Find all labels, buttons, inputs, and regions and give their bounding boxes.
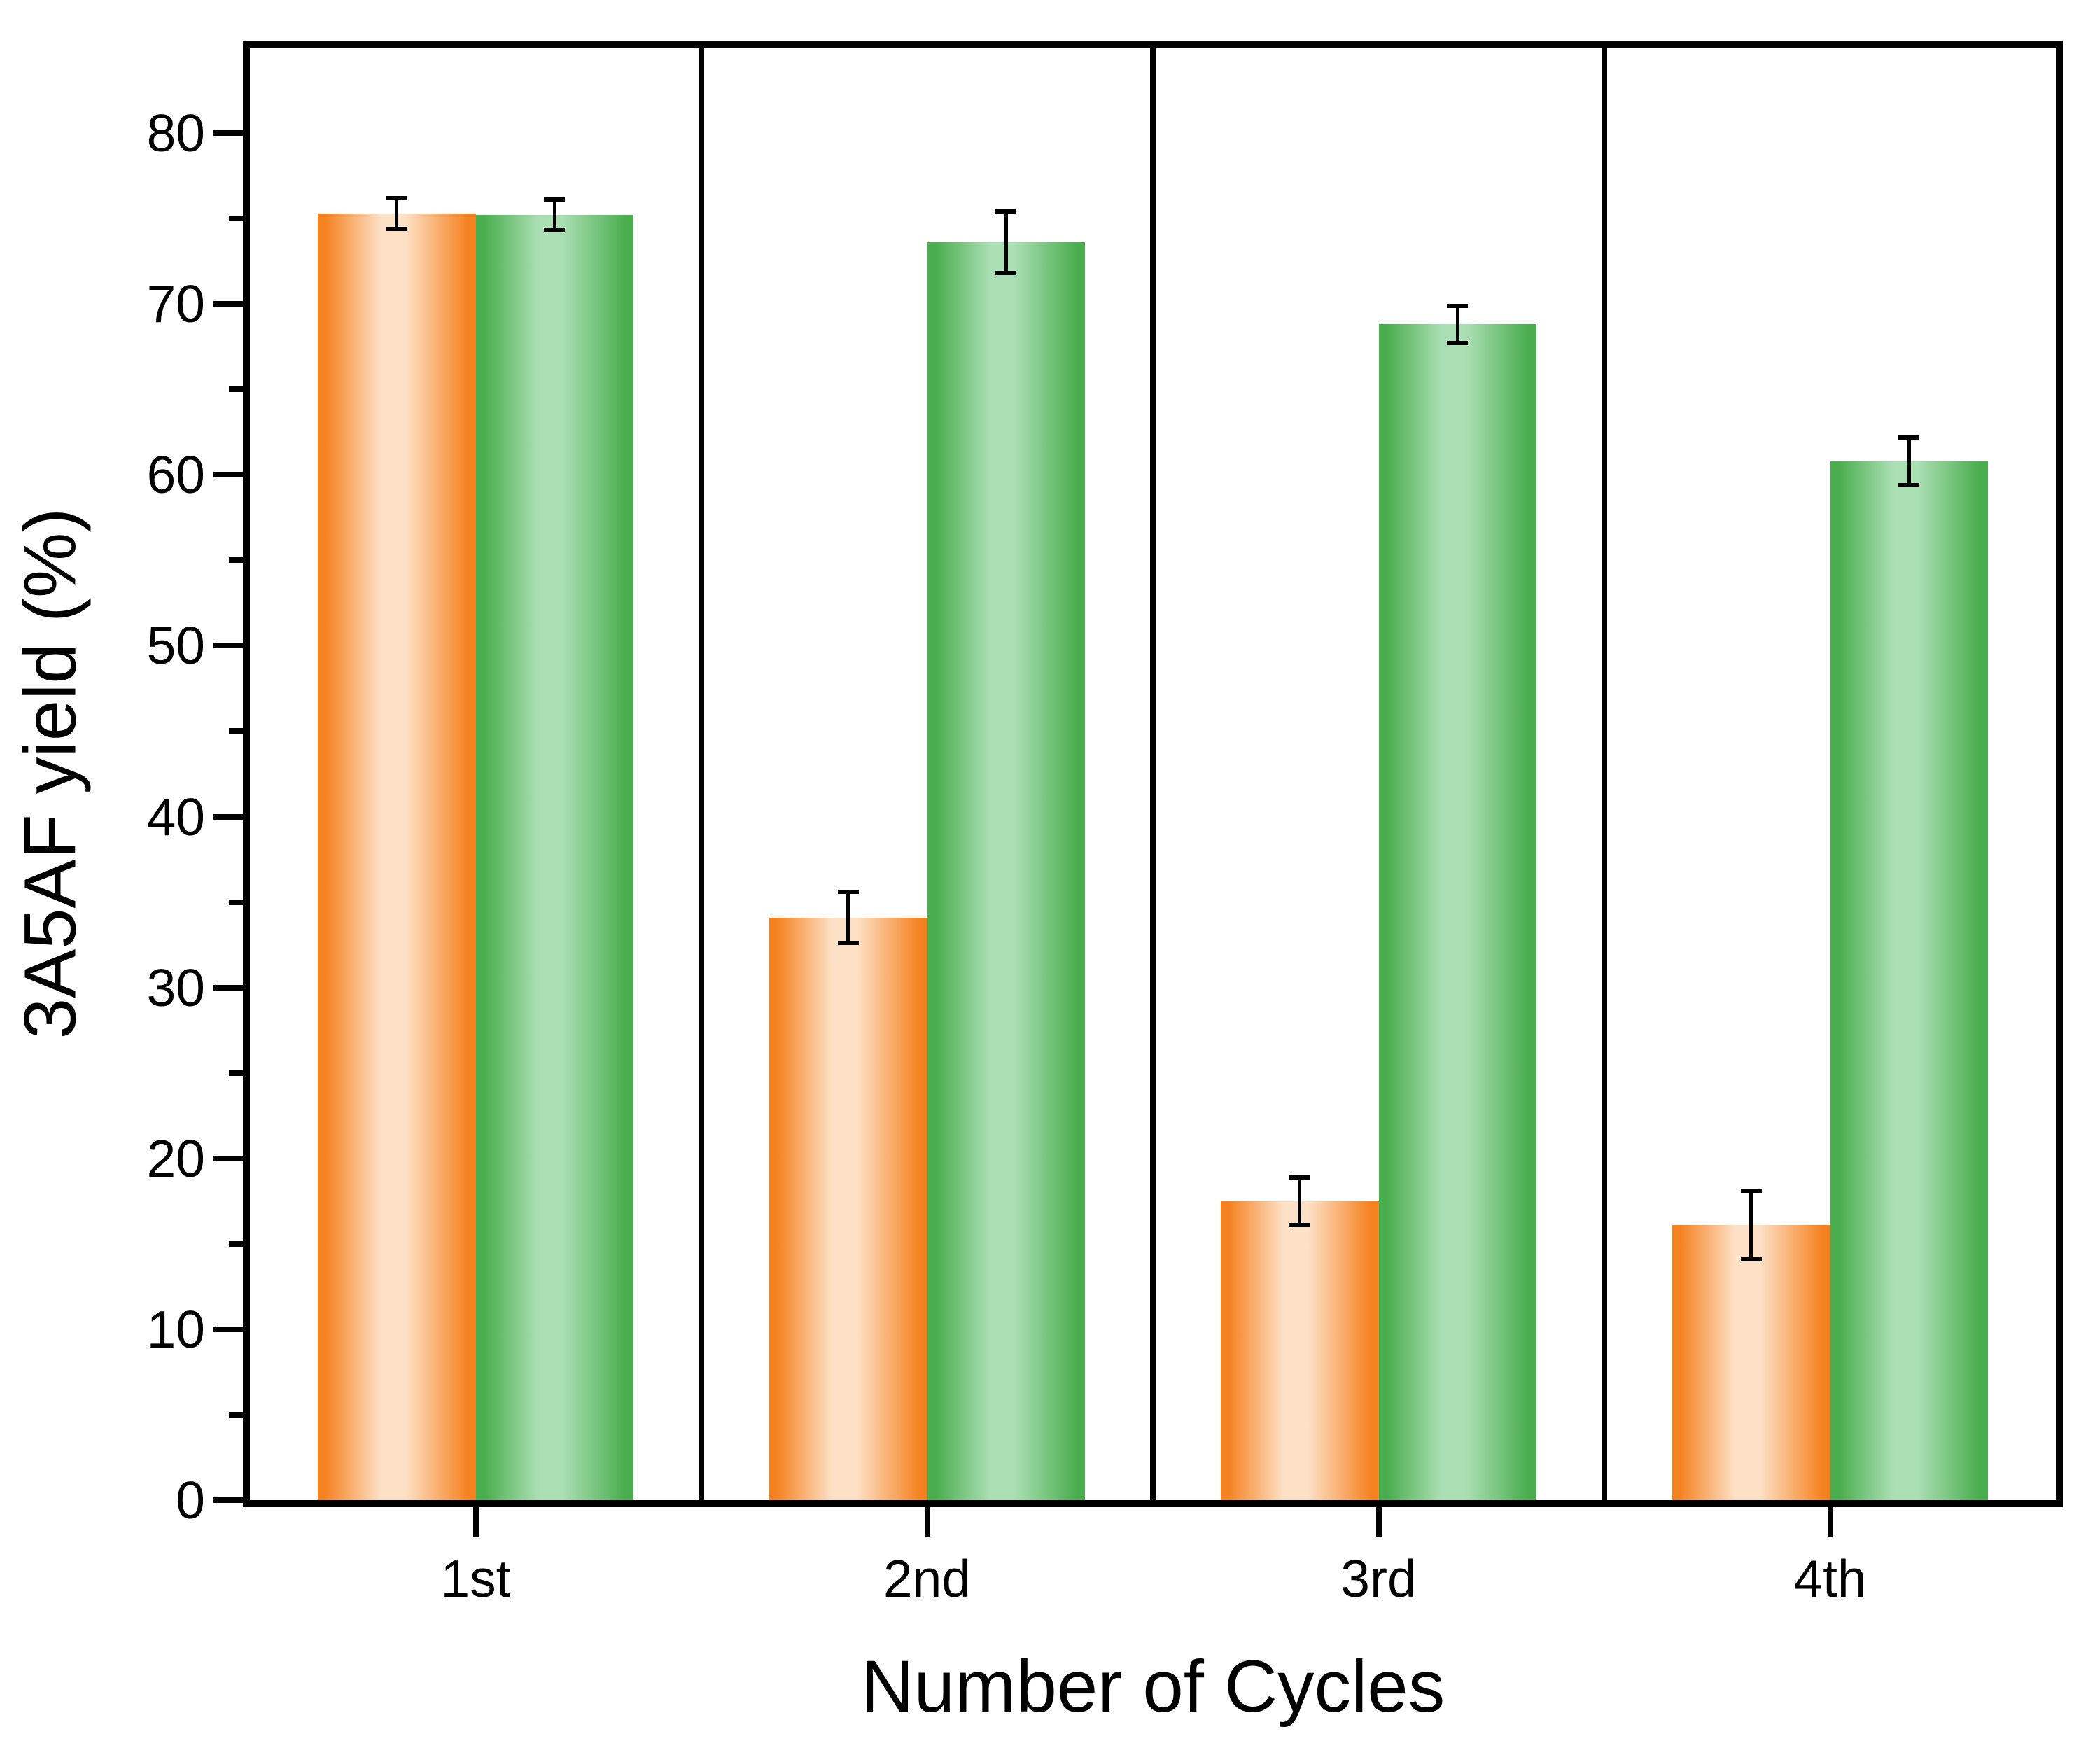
error-bar-top-cap-orange-series-4th bbox=[1740, 1189, 1762, 1194]
error-bar-line-orange-series-4th bbox=[1749, 1191, 1754, 1259]
error-bar-line-green-series-1st bbox=[552, 200, 556, 231]
y-tick-label-80: 80 bbox=[146, 104, 205, 163]
y-tick-label-20: 20 bbox=[146, 1128, 205, 1188]
y-tick-label-70: 70 bbox=[146, 274, 205, 334]
error-bar-bottom-cap-orange-series-1st bbox=[386, 226, 407, 231]
y-minor-tick-75 bbox=[229, 216, 243, 222]
y-major-tick-30 bbox=[214, 984, 243, 991]
x-tick-1st bbox=[472, 1507, 479, 1537]
error-bar-bottom-cap-green-series-1st bbox=[544, 228, 566, 233]
y-tick-label-60: 60 bbox=[146, 445, 205, 505]
y-tick-label-50: 50 bbox=[146, 616, 205, 676]
x-tick-3rd bbox=[1376, 1507, 1382, 1537]
y-major-tick-40 bbox=[214, 813, 243, 820]
y-major-tick-10 bbox=[214, 1326, 243, 1332]
error-bar-top-cap-green-series-2nd bbox=[995, 209, 1017, 214]
y-major-tick-50 bbox=[214, 643, 243, 649]
y-tick-label-30: 30 bbox=[146, 958, 205, 1017]
y-minor-tick-65 bbox=[229, 386, 243, 393]
y-minor-tick-15 bbox=[229, 1240, 243, 1247]
bar-green-series-3rd bbox=[1378, 324, 1537, 1500]
error-bar-line-orange-series-3rd bbox=[1298, 1177, 1302, 1225]
x-category-label-3rd: 3rd bbox=[1340, 1549, 1417, 1608]
bar-green-series-4th bbox=[1830, 461, 1989, 1500]
x-axis-title: Number of Cycles bbox=[860, 1646, 1446, 1728]
error-bar-bottom-cap-orange-series-2nd bbox=[837, 941, 859, 946]
bar-green-series-2nd bbox=[927, 242, 1086, 1500]
bar-orange-series-3rd bbox=[1220, 1201, 1379, 1500]
y-tick-label-10: 10 bbox=[146, 1299, 205, 1359]
x-category-label-2nd: 2nd bbox=[883, 1549, 972, 1608]
error-bar-top-cap-orange-series-3rd bbox=[1289, 1175, 1310, 1180]
error-bar-bottom-cap-orange-series-3rd bbox=[1289, 1222, 1310, 1227]
error-bar-line-green-series-2nd bbox=[1004, 211, 1008, 274]
y-minor-tick-25 bbox=[229, 1070, 243, 1076]
error-bar-line-green-series-4th bbox=[1907, 437, 1911, 485]
plot-area bbox=[243, 41, 2063, 1507]
panel-divider bbox=[699, 48, 704, 1500]
y-minor-tick-55 bbox=[229, 557, 243, 564]
bar-orange-series-4th bbox=[1672, 1224, 1830, 1500]
error-bar-bottom-cap-green-series-2nd bbox=[995, 271, 1017, 276]
x-category-label-1st: 1st bbox=[440, 1549, 511, 1608]
error-bar-line-orange-series-2nd bbox=[846, 891, 850, 944]
y-tick-label-40: 40 bbox=[146, 787, 205, 846]
error-bar-top-cap-green-series-4th bbox=[1898, 435, 1920, 440]
error-bar-bottom-cap-orange-series-4th bbox=[1740, 1257, 1762, 1261]
panel-divider bbox=[1150, 48, 1156, 1500]
bar-green-series-1st bbox=[475, 215, 634, 1500]
error-bar-bottom-cap-green-series-4th bbox=[1898, 482, 1920, 487]
error-bar-top-cap-orange-series-1st bbox=[386, 195, 407, 200]
y-minor-tick-45 bbox=[229, 728, 243, 734]
y-minor-tick-5 bbox=[229, 1411, 243, 1418]
bar-orange-series-1st bbox=[317, 213, 476, 1500]
x-tick-4th bbox=[1827, 1507, 1833, 1537]
y-major-tick-70 bbox=[214, 301, 243, 307]
y-major-tick-80 bbox=[214, 130, 243, 137]
error-bar-top-cap-green-series-1st bbox=[544, 197, 566, 202]
error-bar-top-cap-green-series-3rd bbox=[1447, 303, 1469, 308]
y-minor-tick-35 bbox=[229, 899, 243, 905]
y-major-tick-0 bbox=[214, 1497, 243, 1503]
error-bar-top-cap-orange-series-2nd bbox=[837, 889, 859, 894]
y-tick-label-0: 0 bbox=[176, 1471, 205, 1530]
y-major-tick-60 bbox=[214, 472, 243, 478]
bar-orange-series-2nd bbox=[769, 917, 927, 1500]
x-tick-2nd bbox=[924, 1507, 930, 1537]
panel-divider bbox=[1602, 48, 1607, 1500]
y-major-tick-20 bbox=[214, 1155, 243, 1161]
error-bar-line-orange-series-1st bbox=[395, 197, 399, 229]
x-category-label-4th: 4th bbox=[1793, 1549, 1867, 1608]
error-bar-line-green-series-3rd bbox=[1455, 305, 1460, 344]
error-bar-bottom-cap-green-series-3rd bbox=[1447, 341, 1469, 346]
